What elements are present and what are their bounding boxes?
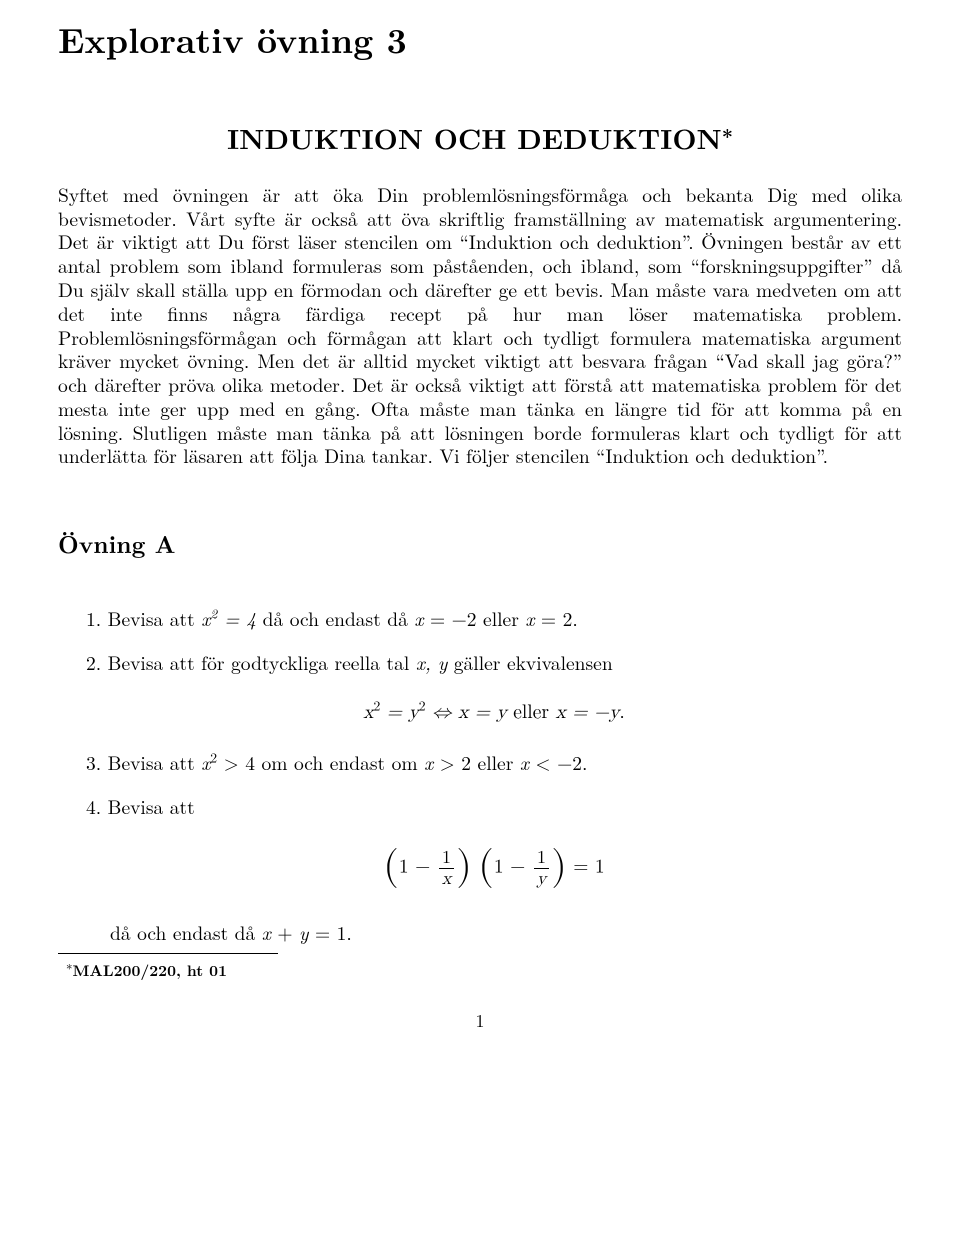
page-number: 1 (58, 1010, 902, 1032)
intro-paragraph: Syftet med övningen är att öka Din probl… (58, 183, 902, 468)
footnote-text: MAL200/220, ht 01 (73, 958, 228, 981)
text: gäller ekvivalensen (447, 648, 612, 676)
end: . (619, 702, 624, 722)
text: 1. Bevisa att (86, 604, 201, 632)
math: x (201, 748, 210, 776)
iff: ⇔ (426, 702, 458, 722)
math: x (414, 604, 423, 632)
math: x (525, 604, 534, 632)
section-heading: Övning A (58, 530, 902, 559)
text: . (572, 604, 577, 632)
math: x, y (416, 648, 448, 676)
text: eller (477, 604, 526, 632)
problem-3: 3. Bevisa att x2 > 4 om och endast om x … (86, 751, 902, 775)
text: 4. Bevisa att (86, 792, 195, 820)
subtitle-footnote-star: ∗ (722, 116, 733, 144)
text: . (346, 918, 351, 946)
footnote: ∗MAL200/220, ht 01 (58, 957, 902, 980)
problem-4-tail: då och endast då x + y = 1. (86, 921, 902, 945)
math: x2 = 4 (201, 604, 256, 632)
math: x (424, 748, 433, 776)
problem-4-formula: (1 − 1x) (1 − 1y) = 1 (86, 844, 902, 893)
text: då och endast då (256, 604, 414, 632)
problem-2-formula: x2 = y2 ⇔ x = y eller x = −y. (86, 701, 902, 725)
math: x (520, 748, 529, 776)
text: eller (471, 748, 520, 776)
problem-1: 1. Bevisa att x2 = 4 då och endast då x … (86, 607, 902, 631)
problem-list: 1. Bevisa att x2 = 4 då och endast då x … (58, 607, 902, 944)
text: 2. Bevisa att för godtyckliga reella tal (86, 648, 416, 676)
text: om och endast om (255, 748, 424, 776)
problem-2: 2. Bevisa att för godtyckliga reella tal… (86, 651, 902, 675)
document-title: Explorativ övning 3 (58, 18, 902, 61)
problem-4: 4. Bevisa att (86, 795, 902, 819)
footnote-rule (58, 953, 278, 954)
rhs: = 1 (567, 857, 605, 877)
or: eller (507, 702, 556, 722)
text: 3. Bevisa att (86, 748, 201, 776)
document-subtitle: INDUKTION OCH DEDUKTION∗ (58, 121, 902, 155)
math: x (262, 918, 271, 946)
text: då och endast då (110, 918, 262, 946)
text: . (582, 748, 587, 776)
subtitle-text: INDUKTION OCH DEDUKTION (227, 118, 722, 158)
math: y (299, 918, 308, 946)
